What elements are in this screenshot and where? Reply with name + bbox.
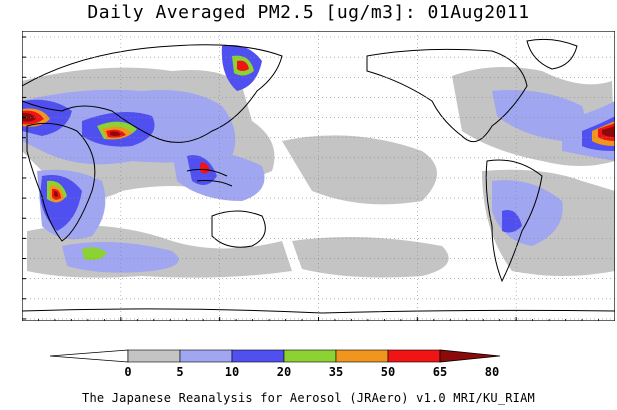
colorbar-level-label: 20 [277,365,291,379]
coast-north-america [366,48,528,143]
coast-antarctica [21,308,616,314]
colorbar-segment [335,349,389,363]
page-title: Daily Averaged PM2.5 [ug/m3]: 01Aug2011 [87,2,530,23]
field-blue [502,210,522,233]
colorbar-level-label: 0 [124,365,131,379]
field-darkred [22,112,36,122]
colorbar-level-label: 35 [329,365,343,379]
field-grey [282,135,437,205]
coast-indonesia [186,168,233,187]
field-green [82,247,107,261]
colorbar-segment [231,349,285,363]
colorbar-level-label: 5 [176,365,183,379]
global-map: 70N60N50N40N30N20N10NEQ10S20S30S40S50S60… [4,30,617,334]
colorbar-level-label: 65 [433,365,447,379]
colorbar: 0 5 10 20 35 50 65 80 [48,348,568,390]
colorbar-level-label: 80 [485,365,499,379]
field-darkred [54,191,58,197]
colorbar-segment [387,349,441,363]
coast-australia [211,210,266,248]
colorbar-segment [179,349,233,363]
field-darkred [602,126,615,137]
coast-eurasia [21,44,283,143]
field-darkred [110,131,121,136]
colorbar-segment [283,349,337,363]
colorbar-arrow-right [439,349,501,363]
coast-south-america [485,159,543,283]
pm25-field [22,45,615,278]
field-grey [292,237,449,278]
field-red [200,162,210,174]
colorbar-level-label: 10 [225,365,239,379]
coast-greenland [526,38,578,70]
colorbar-arrow-left [49,349,129,363]
coastlines [21,38,616,314]
colorbar-level-label: 50 [381,365,395,379]
colorbar-segment [127,349,181,363]
field-red [237,60,249,71]
coast-africa [26,122,96,242]
credit-line: The Japanese Reanalysis for Aerosol (JRA… [82,391,535,405]
